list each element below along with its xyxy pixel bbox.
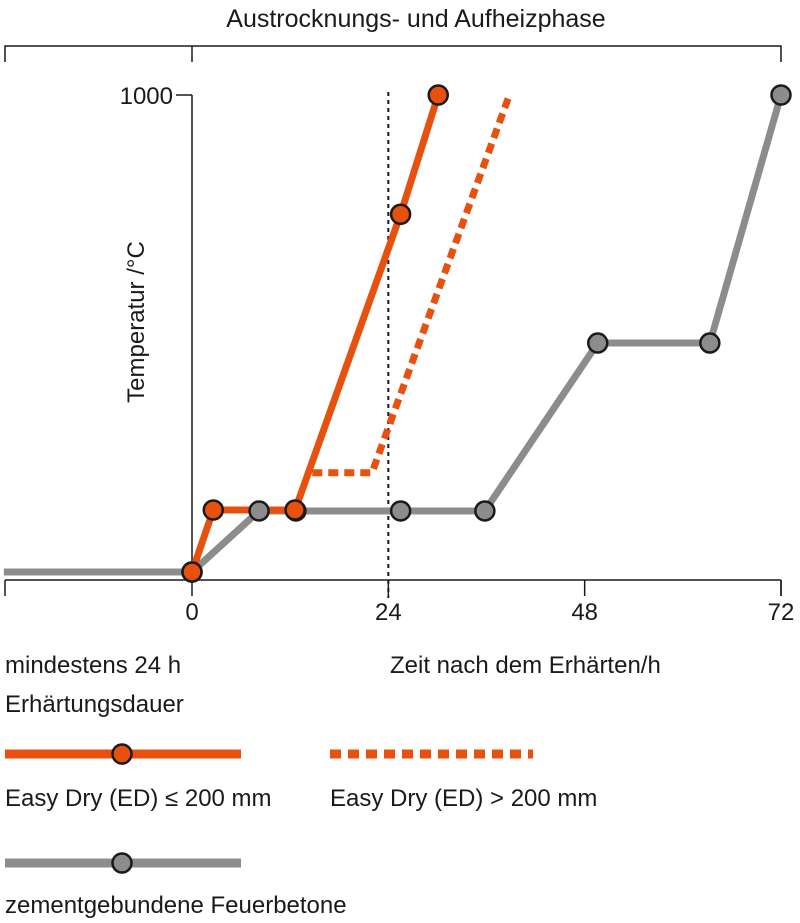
series-2-point-6: [587, 332, 609, 354]
legend: Easy Dry (ED) ≤ 200 mm Easy Dry (ED) > 2…: [5, 743, 597, 919]
series-0-point-0: [181, 561, 203, 583]
series-2-point-2: [248, 500, 270, 522]
series-0-point-1: [202, 499, 225, 521]
series-0-point-2: [284, 499, 306, 521]
legend-marker-ed-small: [111, 743, 133, 765]
series-layer: [3, 84, 792, 583]
pre-phase-label-line2: Erhärtungsdauer: [5, 691, 184, 718]
legend-label-ed-small: Easy Dry (ED) ≤ 200 mm: [5, 785, 272, 812]
series-line-2: [3, 94, 785, 576]
legend-label-ed-large: Easy Dry (ED) > 200 mm: [330, 785, 597, 812]
chart-title: Austrocknungs- und Aufheizphase: [226, 5, 605, 33]
series-2-point-7: [699, 332, 721, 354]
series-0-point-3: [389, 203, 412, 225]
pre-phase-label-line1: mindestens 24 h: [5, 652, 181, 679]
x-tick-label-0: 0: [185, 599, 198, 626]
header-bracket: [4, 45, 782, 62]
legend-marker-cement: [111, 852, 133, 874]
x-tick-label-24: 24: [375, 599, 402, 626]
x-tick-label-72: 72: [768, 599, 795, 626]
series-line-1: [312, 93, 513, 477]
series-0-point-4: [427, 84, 449, 106]
x-tick-label-48: 48: [571, 599, 598, 626]
y-tick-label-1000: 1000: [120, 83, 173, 110]
legend-label-cement: zementgebundene Feuerbetone: [5, 892, 347, 919]
y-axis-label: Temperatur /°C: [123, 241, 150, 403]
x-axis-label: Zeit nach dem Erhärten/h: [390, 652, 661, 679]
series-2-point-4: [389, 500, 412, 522]
axis-ticks: 0 24 48 72 1000: [120, 83, 795, 626]
series-2-point-5: [474, 500, 496, 522]
series-2-point-8: [770, 84, 792, 106]
